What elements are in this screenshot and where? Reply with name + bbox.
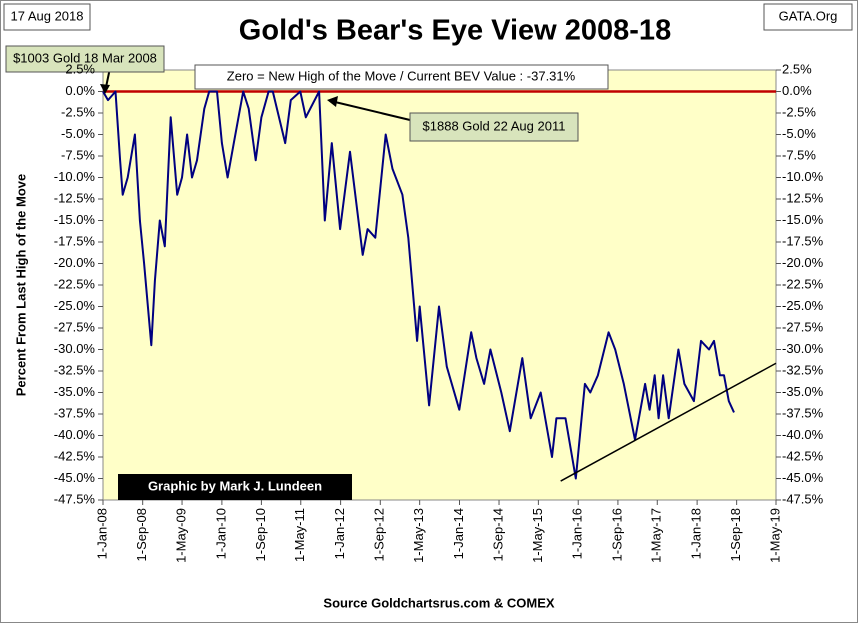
y2-tick-label: -30.0% xyxy=(782,341,824,356)
x-tick-label: 1-Sep-16 xyxy=(609,508,624,561)
plot-area xyxy=(102,69,777,501)
x-tick-label: 1-May-19 xyxy=(767,508,782,563)
y2-tick-label: -45.0% xyxy=(782,470,824,485)
y-tick-label: -2.5% xyxy=(61,104,95,119)
x-tick-label: 1-Jan-12 xyxy=(332,508,347,559)
y2-tick-label: -12.5% xyxy=(782,190,824,205)
y-tick-label: -27.5% xyxy=(54,319,96,334)
y-tick-label: -5.0% xyxy=(61,126,95,141)
arrowhead xyxy=(100,84,110,94)
y2-tick-label: -2.5% xyxy=(782,104,816,119)
x-tick-label: 1-May-17 xyxy=(649,508,664,563)
arrowhead xyxy=(327,96,338,107)
y2-tick-label: -10.0% xyxy=(782,169,824,184)
y-tick-label: -12.5% xyxy=(54,190,96,205)
y2-tick-label: -47.5% xyxy=(782,491,824,506)
x-tick-label: 1-Sep-18 xyxy=(728,508,743,561)
y-tick-label: -35.0% xyxy=(54,384,96,399)
y-tick-label: 0.0% xyxy=(65,83,95,98)
annotation-box xyxy=(5,45,165,73)
y2-tick-label: -7.5% xyxy=(782,147,816,162)
y2-tick-label: -20.0% xyxy=(782,255,824,270)
credit: Graphic by Mark J. Lundeen xyxy=(148,478,322,493)
x-tick-label: 1-May-15 xyxy=(530,508,545,563)
y2-tick-label: -5.0% xyxy=(782,126,816,141)
y-tick-label: -37.5% xyxy=(54,405,96,420)
date-box xyxy=(3,3,91,31)
trend-line xyxy=(560,362,777,482)
y-axis-label: Percent From Last High of the Move xyxy=(13,174,28,396)
x-tick-label: 1-Jan-18 xyxy=(689,508,704,559)
x-tick-label: 1-Sep-08 xyxy=(134,508,149,561)
y-tick-label: 2.5% xyxy=(65,61,95,76)
x-tick-label: 1-May-11 xyxy=(292,508,307,562)
y-tick-label: -15.0% xyxy=(54,212,96,227)
chart-title: Gold's Bear's Eye View 2008-18 xyxy=(239,15,671,47)
annotation: $1003 Gold 18 Mar 2008 xyxy=(13,50,157,65)
y-tick-label: -32.5% xyxy=(54,362,96,377)
date-note: 17 Aug 2018 xyxy=(10,8,83,23)
y-tick-label: -25.0% xyxy=(54,298,96,313)
y-tick-label: -45.0% xyxy=(54,470,96,485)
y2-tick-label: -40.0% xyxy=(782,427,824,442)
y-tick-label: -20.0% xyxy=(54,255,96,270)
arrow xyxy=(334,101,411,121)
y-tick-label: -7.5% xyxy=(61,147,95,162)
y2-tick-label: -37.5% xyxy=(782,405,824,420)
x-tick-label: 1-Jan-10 xyxy=(213,508,228,559)
x-tick-label: 1-Jan-16 xyxy=(570,508,585,559)
annotation-box xyxy=(409,112,579,142)
y2-tick-label: -35.0% xyxy=(782,384,824,399)
bev-line xyxy=(102,90,735,480)
y2-tick-label: -27.5% xyxy=(782,319,824,334)
x-tick-label: 1-Sep-14 xyxy=(490,508,505,561)
y2-tick-label: -42.5% xyxy=(782,448,824,463)
y2-tick-label: -22.5% xyxy=(782,276,824,291)
y-tick-label: -47.5% xyxy=(54,491,96,506)
site-box xyxy=(763,3,853,31)
y-tick-label: -30.0% xyxy=(54,341,96,356)
y2-tick-label: 0.0% xyxy=(782,83,812,98)
x-tick-label: 1-May-09 xyxy=(173,508,188,563)
credit-box xyxy=(118,474,352,500)
y-tick-label: -42.5% xyxy=(54,448,96,463)
y2-tick-label: -15.0% xyxy=(782,212,824,227)
site: GATA.Org xyxy=(779,8,838,23)
y2-tick-label: -32.5% xyxy=(782,362,824,377)
annotation-box xyxy=(194,64,609,90)
x-tick-label: 1-Jan-14 xyxy=(451,508,466,559)
annotation: Zero = New High of the Move / Current BE… xyxy=(227,68,576,83)
x-tick-label: 1-Sep-12 xyxy=(372,508,387,561)
y2-tick-label: -25.0% xyxy=(782,298,824,313)
y2-tick-label: 2.5% xyxy=(782,61,812,76)
y-tick-label: -40.0% xyxy=(54,427,96,442)
x-tick-label: 1-Sep-10 xyxy=(253,508,268,561)
annotation: $1888 Gold 22 Aug 2011 xyxy=(423,118,566,133)
y-tick-label: -10.0% xyxy=(54,169,96,184)
x-tick-label: 1-May-13 xyxy=(411,508,426,563)
x-tick-label: 1-Jan-08 xyxy=(94,508,109,559)
y2-tick-label: -17.5% xyxy=(782,233,824,248)
y-tick-label: -22.5% xyxy=(54,276,96,291)
x-axis-label: Source Goldchartsrus.com & COMEX xyxy=(323,595,554,610)
y-tick-label: -17.5% xyxy=(54,233,96,248)
